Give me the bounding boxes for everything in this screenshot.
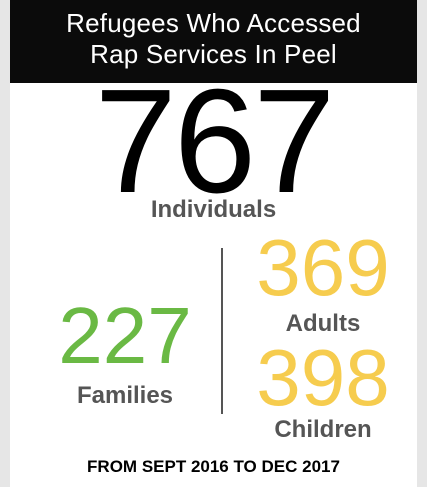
title-line-1: Refugees Who Accessed <box>66 8 361 38</box>
children-label: Children <box>274 416 372 443</box>
adults-count: 369 <box>256 223 390 312</box>
title-banner: Refugees Who Accessed Rap Services In Pe… <box>10 0 417 83</box>
individuals-label: Individuals <box>150 196 277 223</box>
infographic-card: Refugees Who Accessed Rap Services In Pe… <box>10 0 417 487</box>
children-count: 398 <box>256 333 390 422</box>
date-range-footer: FROM SEPT 2016 TO DEC 2017 <box>87 457 340 476</box>
families-label: Families <box>76 382 174 409</box>
title-line-2: Rap Services In Peel <box>90 39 337 69</box>
individuals-count: 767 <box>94 59 336 224</box>
vertical-divider <box>221 248 223 414</box>
families-count: 227 <box>58 291 192 380</box>
adults-label: Adults <box>285 310 361 337</box>
